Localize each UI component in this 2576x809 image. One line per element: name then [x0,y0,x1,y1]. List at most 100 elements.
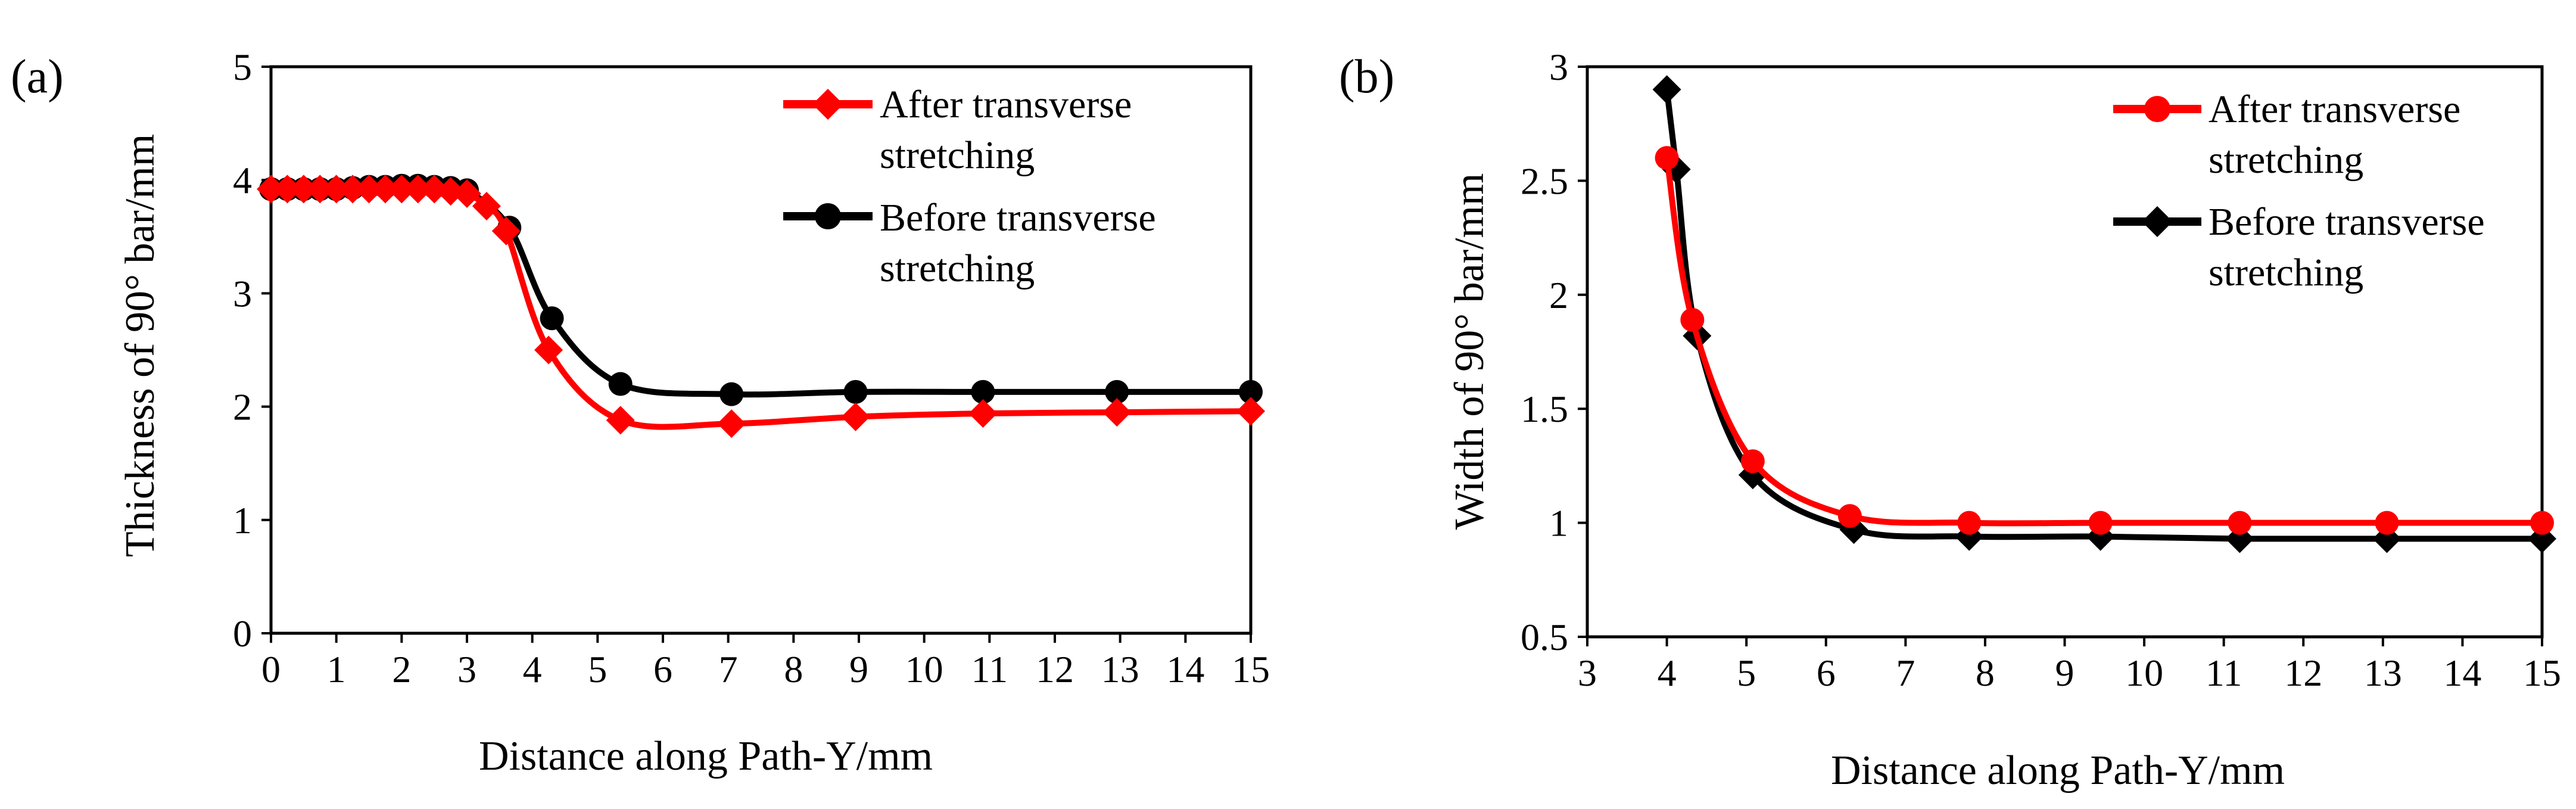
x-tick-label-b-7: 10 [2125,652,2163,694]
point-after-a-14 [491,216,521,245]
x-tick-label-a-15: 15 [1232,648,1270,690]
x-tick-label-a-0: 0 [261,648,281,690]
x-tick-label-b-0: 3 [1578,652,1597,694]
point-after-a-16 [606,406,635,435]
point-after-b-6 [2228,511,2252,535]
point-before-a-14 [540,306,564,331]
point-after-b-5 [2088,511,2113,535]
point-after-a-18 [841,402,870,431]
point-after-b-4 [1957,511,1982,535]
x-tick-label-a-13: 13 [1101,648,1139,690]
x-tick-label-b-2: 5 [1737,652,1756,694]
point-after-a-20 [1102,398,1132,427]
point-after-a-8 [387,175,416,204]
x-tick-label-b-9: 12 [2284,652,2322,694]
y-tick-label-b-1: 1 [1549,502,1568,544]
legend-label-before-line1-b: Before transverse [2209,200,2485,244]
y-tick-label-a-1: 1 [233,499,252,542]
legend-marker-before-b [2142,206,2173,237]
x-tick-label-a-7: 7 [719,648,738,690]
point-before-a-20 [1239,379,1263,404]
x-tick-label-b-11: 14 [2443,652,2481,694]
point-after-b-7 [2375,511,2399,535]
x-tick-label-b-5: 8 [1976,652,1995,694]
point-after-a-4 [322,175,351,204]
legend-label-after-line1-b: After transverse [2209,88,2460,131]
point-after-a-15 [534,335,563,365]
point-before-a-19 [1105,379,1129,404]
legend-b: After transverse stretching Before trans… [2113,88,2485,294]
point-after-a-1 [273,175,302,204]
x-tick-label-a-4: 4 [523,648,542,690]
x-axis-title-b: Distance along Path-Y/mm [1831,748,2285,794]
plot-area-b: 3 4 5 6 7 8 9 10 11 12 13 14 15 0.5 1 1.5 2 2.5 3 [1521,46,2561,694]
point-after-a-0 [257,175,285,204]
series-line-before-b [1664,89,2542,542]
y-tick-label-b-5: 3 [1549,46,1568,88]
point-after-a-17 [717,409,746,438]
x-tick-label-a-3: 3 [457,648,476,690]
point-after-a-3 [306,175,335,204]
point-before-a-15 [608,372,633,396]
x-tick-label-b-12: 15 [2523,652,2561,694]
point-after-a-5 [338,175,367,204]
point-after-a-7 [370,175,400,204]
point-before-a-18 [971,379,995,404]
legend-label-before-line2-a: stretching [880,247,1035,290]
chart-b: (b) Distance along Path-Y/mm Width of 90… [1339,46,2561,794]
legend-label-before-line1-a: Before transverse [880,196,1156,239]
chart-a: (a) Distance along Path-Y/mm Thickness o… [11,46,1270,779]
x-tick-label-b-1: 4 [1658,652,1677,694]
x-tick-label-b-10: 13 [2364,652,2402,694]
y-tick-label-a-0: 0 [233,612,252,655]
point-after-b-0 [1655,146,1679,170]
x-axis-title-a: Distance along Path-Y/mm [479,733,933,779]
x-tick-label-b-4: 7 [1896,652,1915,694]
x-tick-label-b-3: 6 [1817,652,1836,694]
point-after-b-2 [1740,449,1765,474]
x-tick-label-a-5: 5 [588,648,607,690]
legend-label-after-line1-a: After transverse [880,83,1132,126]
legend-marker-after-b [2144,96,2170,122]
x-tick-label-a-10: 10 [905,648,943,690]
y-tick-label-a-2: 2 [233,386,252,428]
y-tick-label-a-4: 4 [233,159,252,201]
x-tick-label-a-12: 12 [1036,648,1074,690]
point-after-b-8 [2530,511,2554,535]
panel-label-b: (b) [1339,51,1394,103]
point-after-a-13 [472,191,501,220]
point-after-b-1 [1680,307,1705,332]
y-tick-label-b-4: 2.5 [1521,160,1568,202]
legend-a: After transverse stretching Before trans… [783,83,1156,290]
x-tick-label-a-8: 8 [784,648,803,690]
y-tick-label-b-0: 0.5 [1521,616,1568,658]
y-tick-label-a-5: 5 [233,46,252,88]
point-after-a-12 [453,179,481,209]
point-after-a-6 [354,175,384,204]
x-tick-label-a-6: 6 [653,648,672,690]
point-after-a-9 [403,175,432,204]
plot-frame-a [269,65,1253,635]
legend-label-before-line2-b: stretching [2209,251,2363,294]
legend-label-after-line2-b: stretching [2209,138,2363,182]
panel-label-a: (a) [11,51,64,103]
x-tick-label-a-9: 9 [849,648,868,690]
point-after-a-19 [968,399,998,428]
x-tick-label-a-2: 2 [392,648,411,690]
x-tick-label-a-14: 14 [1166,648,1204,690]
x-tick-label-a-11: 11 [971,648,1008,690]
y-tick-label-a-3: 3 [233,272,252,315]
x-tick-label-b-8: 11 [2206,652,2242,694]
point-before-a-16 [719,382,744,406]
y-tick-label-b-2: 1.5 [1521,388,1568,430]
y-tick-label-b-3: 2 [1549,274,1568,316]
point-before-a-17 [843,379,868,404]
legend-marker-before-a [815,203,841,229]
legend-marker-after-a [812,89,843,120]
point-before-b-0 [1652,75,1681,104]
y-axis-title-b: Width of 90° bar/mm [1447,173,1493,530]
point-after-a-2 [289,175,318,204]
